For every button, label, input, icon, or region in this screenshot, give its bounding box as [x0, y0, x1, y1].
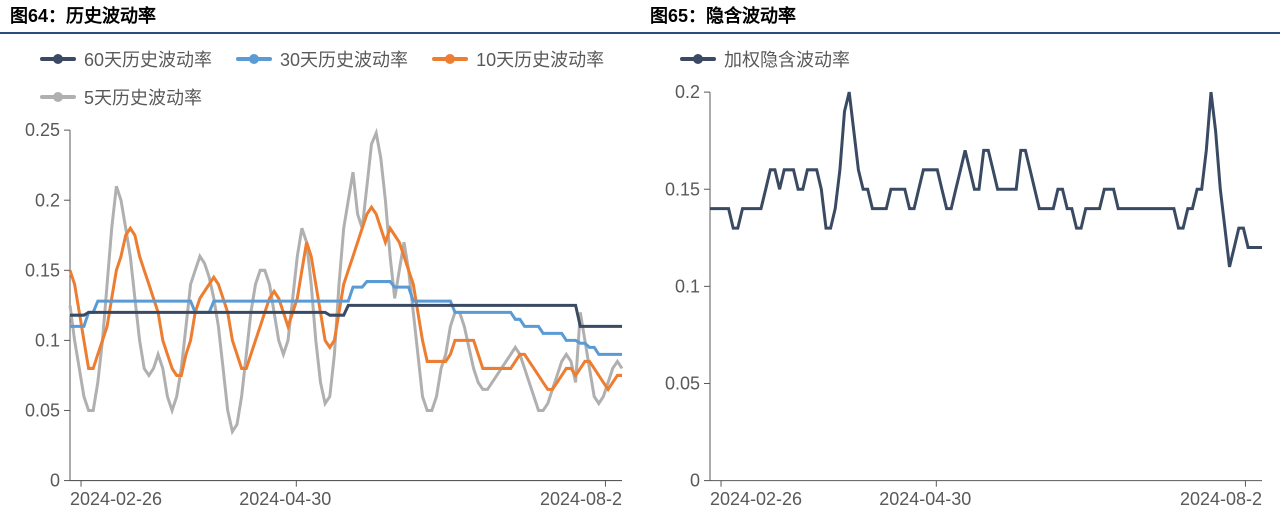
legend-label-iv: 加权隐含波动率 [724, 46, 850, 72]
legend-right: 加权隐含波动率 [640, 34, 1280, 82]
chart-left-svg: 0 0.05 0.1 0.15 0.2 0.25 2024-02-26 2024-04-30 2… [10, 120, 630, 515]
svg-text:0: 0 [690, 471, 700, 491]
svg-text:0.1: 0.1 [675, 276, 700, 296]
legend-swatch-5d [40, 95, 76, 99]
svg-text:2024-02-26: 2024-02-26 [710, 489, 802, 509]
svg-text:2024-04-30: 2024-04-30 [239, 489, 331, 509]
legend-swatch-60d [40, 57, 76, 61]
legend-swatch-30d [236, 57, 272, 61]
svg-text:0: 0 [50, 471, 60, 491]
panel-right-title: 图65：隐含波动率 [640, 0, 1280, 34]
legend-item-5d: 5天历史波动率 [40, 84, 202, 110]
chart-right-wrap: 0 0.05 0.1 0.15 0.2 2024-02-26 2024-04-30 2024-… [640, 82, 1280, 515]
svg-text:2024-04-30: 2024-04-30 [879, 489, 971, 509]
legend-label-5d: 5天历史波动率 [84, 84, 202, 110]
legend-left: 60天历史波动率 30天历史波动率 10天历史波动率 5天历史波动率 [0, 34, 640, 120]
panel-right: 图65：隐含波动率 加权隐含波动率 0 0.05 0.1 0.15 0.2 2024-02… [640, 0, 1280, 510]
svg-text:0.15: 0.15 [25, 260, 60, 280]
legend-item-30d: 30天历史波动率 [236, 46, 408, 72]
legend-label-30d: 30天历史波动率 [280, 46, 408, 72]
svg-text:2024-08-2: 2024-08-2 [1180, 489, 1262, 509]
svg-text:2024-08-2: 2024-08-2 [540, 489, 622, 509]
chart-left-wrap: 0 0.05 0.1 0.15 0.2 0.25 2024-02-26 2024-04-30 2… [0, 120, 640, 515]
legend-item-iv: 加权隐含波动率 [680, 46, 850, 72]
svg-text:0.2: 0.2 [675, 82, 700, 102]
svg-text:0.25: 0.25 [25, 120, 60, 140]
svg-text:0.1: 0.1 [35, 330, 60, 350]
legend-label-60d: 60天历史波动率 [84, 46, 212, 72]
panel-left: 图64：历史波动率 60天历史波动率 30天历史波动率 10天历史波动率 5天历… [0, 0, 640, 510]
chart-right-svg: 0 0.05 0.1 0.15 0.2 2024-02-26 2024-04-30 2024-… [650, 82, 1270, 515]
svg-text:0.15: 0.15 [665, 179, 700, 199]
svg-text:0.05: 0.05 [665, 373, 700, 393]
panel-left-title: 图64：历史波动率 [0, 0, 640, 34]
svg-text:0.05: 0.05 [25, 400, 60, 420]
panels-row: 图64：历史波动率 60天历史波动率 30天历史波动率 10天历史波动率 5天历… [0, 0, 1280, 510]
legend-label-10d: 10天历史波动率 [476, 46, 604, 72]
legend-item-10d: 10天历史波动率 [432, 46, 604, 72]
svg-text:0.2: 0.2 [35, 190, 60, 210]
legend-swatch-iv [680, 57, 716, 61]
svg-text:2024-02-26: 2024-02-26 [70, 489, 162, 509]
legend-swatch-10d [432, 57, 468, 61]
legend-item-60d: 60天历史波动率 [40, 46, 212, 72]
